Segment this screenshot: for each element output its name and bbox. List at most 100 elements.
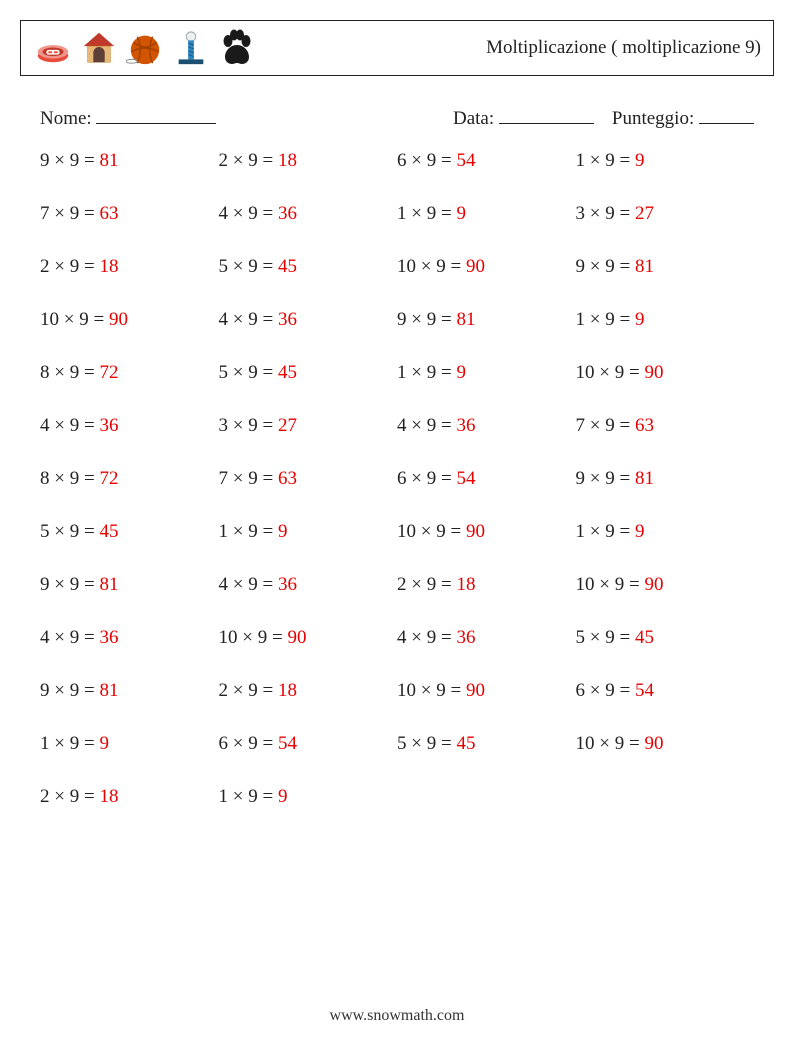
footer-text: www.snowmath.com [330, 1007, 465, 1024]
answer: 63 [99, 203, 118, 224]
score-label: Punteggio: [612, 108, 694, 129]
expression: 2 × 9 = [40, 256, 99, 277]
date-label: Data: [453, 108, 494, 129]
expression: 3 × 9 = [219, 415, 278, 436]
answer: 81 [635, 256, 654, 277]
problem-cell: 1 × 9 = 9 [576, 309, 755, 331]
problem-cell [397, 786, 576, 808]
answer: 9 [635, 521, 645, 542]
expression: 7 × 9 = [576, 415, 635, 436]
answer: 18 [278, 150, 297, 171]
expression: 6 × 9 = [397, 468, 456, 489]
name-field: Nome: [40, 104, 216, 130]
expression: 1 × 9 = [219, 786, 278, 807]
expression: 4 × 9 = [40, 627, 99, 648]
problem-cell: 7 × 9 = 63 [576, 415, 755, 437]
footer: www.snowmath.com [0, 1007, 794, 1025]
expression: 6 × 9 = [219, 733, 278, 754]
answer: 45 [278, 256, 297, 277]
answer: 63 [278, 468, 297, 489]
answer: 90 [466, 256, 485, 277]
answer: 54 [456, 468, 475, 489]
answer: 81 [635, 468, 654, 489]
answer: 36 [456, 415, 475, 436]
problem-cell: 1 × 9 = 9 [219, 786, 398, 808]
answer: 81 [456, 309, 475, 330]
answer: 36 [456, 627, 475, 648]
scratchpost-icon [171, 28, 211, 68]
ball-icon [125, 28, 165, 68]
problem-cell: 6 × 9 = 54 [397, 150, 576, 172]
problem-cell: 8 × 9 = 72 [40, 468, 219, 490]
problem-cell: 4 × 9 = 36 [397, 627, 576, 649]
problem-cell: 6 × 9 = 54 [397, 468, 576, 490]
answer: 9 [635, 150, 645, 171]
expression: 9 × 9 = [40, 574, 99, 595]
expression: 10 × 9 = [576, 362, 645, 383]
answer: 45 [278, 362, 297, 383]
answer: 72 [99, 468, 118, 489]
problem-cell: 8 × 9 = 72 [40, 362, 219, 384]
expression: 6 × 9 = [576, 680, 635, 701]
date-underline [499, 104, 594, 124]
score-field: Punteggio: [612, 104, 754, 130]
problems-grid: 9 × 9 = 812 × 9 = 186 × 9 = 541 × 9 = 97… [40, 150, 754, 808]
problem-cell: 1 × 9 = 9 [576, 150, 755, 172]
problem-cell: 10 × 9 = 90 [397, 680, 576, 702]
problem-cell: 4 × 9 = 36 [40, 415, 219, 437]
problem-cell: 10 × 9 = 90 [40, 309, 219, 331]
answer: 36 [278, 309, 297, 330]
problem-cell: 5 × 9 = 45 [219, 256, 398, 278]
paw-icon [217, 28, 257, 68]
expression: 5 × 9 = [40, 521, 99, 542]
problem-cell: 2 × 9 = 18 [40, 256, 219, 278]
problem-cell: 5 × 9 = 45 [397, 733, 576, 755]
answer: 90 [644, 574, 663, 595]
answer: 81 [99, 680, 118, 701]
date-field: Data: [453, 104, 594, 130]
problem-cell: 1 × 9 = 9 [40, 733, 219, 755]
bowl-icon [33, 28, 73, 68]
answer: 90 [287, 627, 306, 648]
problem-cell: 10 × 9 = 90 [576, 574, 755, 596]
problem-cell: 4 × 9 = 36 [219, 309, 398, 331]
expression: 8 × 9 = [40, 468, 99, 489]
problem-cell: 1 × 9 = 9 [219, 521, 398, 543]
expression: 2 × 9 = [219, 680, 278, 701]
problem-cell: 6 × 9 = 54 [576, 680, 755, 702]
expression: 10 × 9 = [576, 574, 645, 595]
doghouse-icon [79, 28, 119, 68]
expression: 1 × 9 = [397, 362, 456, 383]
name-underline [96, 104, 216, 124]
expression: 4 × 9 = [397, 415, 456, 436]
problem-cell: 3 × 9 = 27 [219, 415, 398, 437]
answer: 9 [278, 521, 288, 542]
expression: 3 × 9 = [576, 203, 635, 224]
meta-row: Nome: Data: Punteggio: [40, 104, 754, 130]
answer: 90 [466, 521, 485, 542]
problem-cell: 9 × 9 = 81 [40, 680, 219, 702]
expression: 1 × 9 = [576, 150, 635, 171]
expression: 5 × 9 = [397, 733, 456, 754]
answer: 45 [99, 521, 118, 542]
answer: 54 [456, 150, 475, 171]
expression: 1 × 9 = [219, 521, 278, 542]
expression: 8 × 9 = [40, 362, 99, 383]
worksheet-title: Moltiplicazione ( moltiplicazione 9) [486, 37, 761, 59]
answer: 36 [99, 627, 118, 648]
header-box: Moltiplicazione ( moltiplicazione 9) [20, 20, 774, 76]
answer: 18 [99, 786, 118, 807]
expression: 2 × 9 = [219, 150, 278, 171]
answer: 9 [456, 362, 466, 383]
answer: 90 [109, 309, 128, 330]
expression: 5 × 9 = [219, 362, 278, 383]
problem-cell: 9 × 9 = 81 [576, 468, 755, 490]
answer: 18 [456, 574, 475, 595]
problem-cell: 9 × 9 = 81 [40, 150, 219, 172]
expression: 7 × 9 = [219, 468, 278, 489]
problem-cell: 4 × 9 = 36 [219, 574, 398, 596]
answer: 18 [278, 680, 297, 701]
answer: 81 [99, 574, 118, 595]
problem-cell: 10 × 9 = 90 [397, 521, 576, 543]
expression: 5 × 9 = [576, 627, 635, 648]
